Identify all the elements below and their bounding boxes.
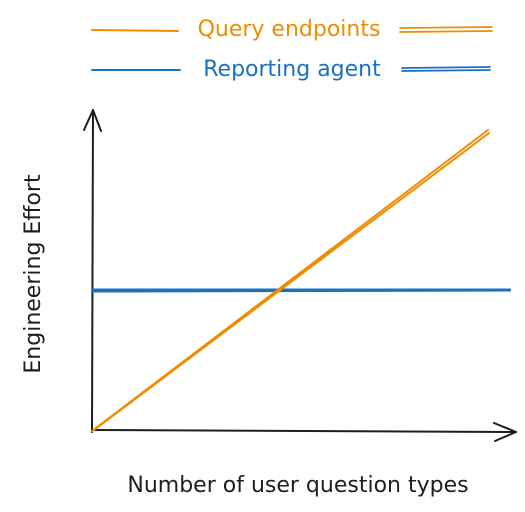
legend-line-left-query-endpoints <box>91 29 179 32</box>
plot-area <box>91 129 511 432</box>
legend-entry-query-endpoints: Query endpoints <box>91 17 493 42</box>
legend-line-right-query-endpoints <box>399 26 493 33</box>
y-axis-arrowhead <box>83 109 102 132</box>
legend-line-right-reporting-agent <box>401 66 491 72</box>
x-axis <box>91 429 517 433</box>
legend-label-query-endpoints: Query endpoints <box>198 17 381 42</box>
x-axis-label: Number of user question types <box>127 473 468 498</box>
legend-label-reporting-agent: Reporting agent <box>203 57 381 82</box>
y-axis <box>91 109 94 433</box>
series-line-query-endpoints <box>91 129 490 432</box>
x-axis-arrowhead <box>493 422 517 442</box>
y-axis-label: Engineering Effort <box>21 174 46 374</box>
series-line-reporting-agent <box>91 288 511 293</box>
legend: Query endpoints Reporting agent <box>91 17 493 82</box>
axes <box>83 109 517 442</box>
legend-entry-reporting-agent: Reporting agent <box>91 57 491 82</box>
